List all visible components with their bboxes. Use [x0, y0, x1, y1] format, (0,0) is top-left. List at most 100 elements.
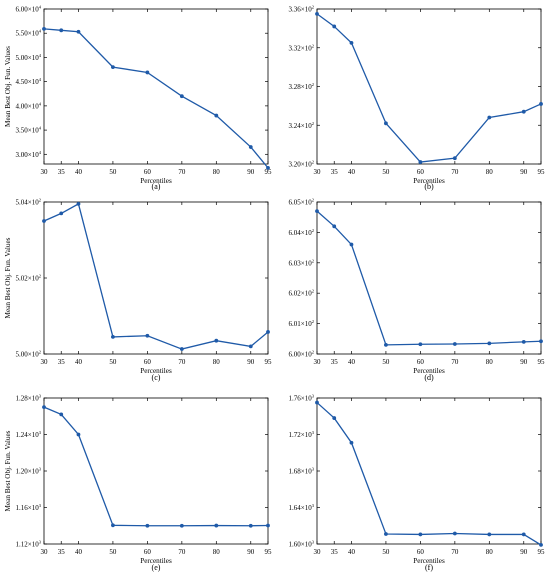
panel-5-y-tick-label: 1.12×103 [16, 540, 42, 549]
panel-5-data-point [111, 523, 115, 528]
panel-5-x-tick-label: 50 [109, 548, 117, 556]
panel-5-axes-frame [43, 397, 269, 545]
panel-5-x-tick-label: 95 [265, 548, 273, 556]
panel-2-data-point [315, 11, 319, 16]
panel-3-x-tick-label: 80 [213, 358, 221, 366]
panel-4-y-tick-label: 6.00×102 [289, 350, 314, 359]
panel-2: 30 35 40 50 60 70 80 90 95 3.20×102 3.24×102 3.28×1… [289, 5, 545, 192]
panel-5-data-point [248, 523, 253, 528]
panel-5-x-tick-label: 30 [41, 548, 49, 556]
panel-4-x-tick-label: 90 [520, 358, 528, 366]
panel-3-data-point [145, 333, 150, 338]
panel-2-data-point [349, 41, 354, 45]
panel-4: 30 35 40 50 60 70 80 90 95 6.00×102 6.01×102 6.02×1… [289, 198, 545, 383]
panel-4-x-tick-label: 30 [314, 358, 322, 366]
panel-3-data-point [59, 211, 64, 216]
panel-1-y-axis-title: Mean Best Obj. Fun. Values [4, 46, 12, 127]
panel-1-y-tick-label: 6.00×104 [16, 5, 42, 14]
panel-1-data-point [59, 28, 64, 33]
panel-1-data-point [111, 65, 115, 70]
panel-2-x-axis-title: Percentiles [413, 177, 445, 185]
panel-1-data-point [214, 113, 219, 118]
panel-3-x-tick-label: 40 [75, 358, 83, 366]
panel-2-x-tick-label: 70 [451, 168, 459, 176]
panel-4-data-point [315, 209, 319, 214]
panel-2-data-point [332, 24, 337, 29]
panel-2-x-tick-label: 80 [486, 168, 494, 176]
panel-2-y-tick-label: 3.20×102 [289, 160, 314, 169]
panel-1-data-point [179, 94, 184, 99]
panel-3-x-tick-label: 30 [41, 358, 49, 366]
panel-1-x-axis-title: Percentiles [140, 177, 172, 185]
panel-2-x-tick-label: 35 [331, 168, 339, 176]
panel-6-y-tick-label: 1.68×103 [289, 467, 315, 476]
panel-2-y-tick-label: 3.32×102 [289, 43, 314, 52]
panel-3-data-point [214, 338, 219, 343]
panel-1-axes-frame [43, 8, 269, 165]
panel-5: 30 35 40 50 60 70 80 90 95 1.12×103 1.16×103 1.20×1… [4, 394, 272, 573]
panel-1-data-point [145, 70, 150, 75]
panel-6-x-tick-label: 90 [520, 548, 528, 556]
panel-2-series-line [316, 13, 542, 163]
panel-6-caption: (f) [425, 563, 433, 572]
panel-6: 30 35 40 50 60 70 80 90 95 1.60×103 1.64×103 1.68×1… [289, 394, 545, 573]
panel-2-y-tick-label: 3.28×102 [289, 82, 314, 91]
panel-2-x-tick-label: 50 [382, 168, 390, 176]
panel-2-data-point [418, 160, 423, 164]
panel-3-x-tick-label: 90 [247, 358, 255, 366]
panel-2-x-tick-label: 95 [538, 168, 546, 176]
panel-6-x-tick-label: 95 [538, 548, 546, 556]
panel-4-data-point [487, 341, 492, 346]
panel-3-x-axis-title: Percentiles [140, 367, 172, 375]
panel-1: 30 35 40 50 60 70 80 90 95 3.00×104 3.50×104 4.00×1… [4, 5, 272, 192]
panel-3-x-tick-label: 95 [265, 358, 273, 366]
panel-4-y-tick-label: 6.02×102 [289, 289, 314, 298]
panel-5-caption: (e) [152, 563, 161, 572]
panel-6-x-tick-label: 30 [314, 548, 322, 556]
panel-5-data-point [214, 523, 219, 528]
panel-6-x-tick-label: 60 [417, 548, 425, 556]
panel-5-x-tick-label: 40 [75, 548, 83, 556]
panel-2-data-point [521, 109, 526, 114]
panel-6-data-point [539, 543, 543, 547]
panel-5-x-tick-label: 90 [247, 548, 255, 556]
panel-3-data-point [42, 219, 46, 223]
panel-2-y-tick-label: 3.36×102 [289, 5, 314, 14]
panel-2-data-point [384, 121, 388, 126]
panel-5-data-point [76, 432, 81, 437]
panel-6-data-point [349, 440, 354, 445]
panel-4-series-line [316, 210, 542, 346]
panel-2-data-point [487, 115, 492, 120]
panel-3-data-point [266, 330, 270, 334]
panel-4-data-point [418, 342, 423, 347]
panel-3-y-tick-label: 5.00×102 [16, 350, 41, 359]
panel-1-x-tick-label: 95 [265, 168, 273, 176]
panel-1-y-tick-label: 3.50×104 [16, 126, 42, 135]
panel-4-y-tick-label: 6.03×102 [289, 258, 314, 267]
panel-6-data-point [452, 531, 457, 536]
panel-3-data-point [248, 344, 253, 349]
panel-6-data-point [384, 532, 388, 536]
panel-3-data-point [76, 202, 81, 206]
panel-1-y-tick-label: 5.00×104 [16, 53, 42, 62]
panel-1-x-tick-label: 60 [144, 168, 152, 176]
panel-2-caption: (b) [424, 182, 434, 191]
panel-6-y-tick-label: 1.72×103 [289, 430, 315, 439]
panel-6-data-point [315, 400, 319, 405]
panel-1-data-point [76, 29, 81, 34]
panel-5-x-tick-label: 35 [58, 548, 66, 556]
panel-4-caption: (d) [424, 373, 434, 382]
panel-5-data-point [266, 523, 270, 528]
panel-4-x-axis-title: Percentiles [413, 367, 445, 375]
panel-3-series-line [43, 202, 269, 350]
panel-4-data-point [539, 339, 543, 344]
panel-3-x-tick-label: 60 [144, 358, 152, 366]
panel-4-x-tick-label: 35 [331, 358, 339, 366]
panel-5-y-tick-label: 1.24×103 [16, 430, 42, 439]
panel-4-x-tick-label: 50 [382, 358, 390, 366]
panel-1-x-tick-label: 35 [58, 168, 66, 176]
panel-3-data-point [111, 335, 115, 339]
panel-1-data-point [42, 26, 46, 31]
panel-6-data-point [487, 532, 492, 537]
